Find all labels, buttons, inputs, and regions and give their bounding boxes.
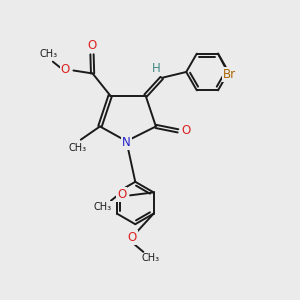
Text: N: N <box>122 136 131 149</box>
Text: O: O <box>128 231 137 244</box>
Text: Br: Br <box>223 68 236 81</box>
Text: CH₃: CH₃ <box>142 254 160 263</box>
Text: CH₃: CH₃ <box>39 49 58 59</box>
Text: O: O <box>182 124 191 137</box>
Text: H: H <box>152 62 161 75</box>
Text: CH₃: CH₃ <box>68 143 86 153</box>
Text: O: O <box>61 62 70 76</box>
Text: CH₃: CH₃ <box>94 202 112 212</box>
Text: O: O <box>117 188 127 201</box>
Text: O: O <box>87 39 97 52</box>
